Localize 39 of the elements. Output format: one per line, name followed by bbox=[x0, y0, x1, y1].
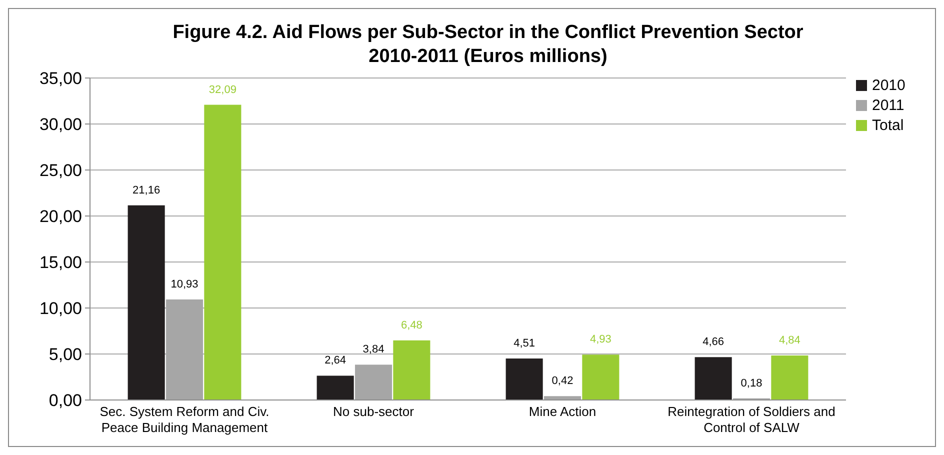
y-tick-label: 10,00 bbox=[39, 298, 82, 318]
y-tick-label: 5,00 bbox=[48, 344, 82, 364]
bar bbox=[506, 358, 543, 400]
data-label: 3,84 bbox=[362, 344, 384, 356]
y-tick-label: 20,00 bbox=[39, 206, 82, 226]
data-label: 4,66 bbox=[702, 336, 724, 348]
data-label: 0,42 bbox=[552, 375, 574, 388]
y-tick-label: 15,00 bbox=[39, 252, 82, 272]
bar bbox=[354, 364, 392, 400]
bar bbox=[582, 354, 620, 400]
bar bbox=[128, 205, 165, 400]
bar bbox=[204, 104, 242, 400]
x-tick-label: Reintegration of Soldiers and Control of SALW bbox=[668, 404, 836, 435]
y-tick-label: 35,00 bbox=[39, 68, 82, 88]
bar bbox=[694, 357, 732, 400]
chart-title: Figure 4.2. Aid Flows per Sub-Sector in the Conflict Prevention Sector 2010-2011 (Euros millions) bbox=[172, 22, 804, 67]
bar bbox=[544, 396, 582, 400]
x-tick-label: No sub-sector bbox=[333, 404, 415, 419]
data-label: 10,93 bbox=[170, 278, 198, 290]
data-label: 4,84 bbox=[778, 334, 800, 346]
x-tick-label: Sec. System Reform and Civ. Peace Building Management bbox=[100, 404, 270, 435]
data-label: 32,09 bbox=[208, 84, 236, 96]
data-label: 21,16 bbox=[132, 184, 160, 196]
legend-label: Total bbox=[872, 117, 904, 134]
data-label: 4,93 bbox=[590, 334, 612, 346]
legend-label: 2011 bbox=[872, 97, 904, 114]
y-tick-label: 30,00 bbox=[39, 114, 82, 134]
bar bbox=[771, 355, 808, 400]
y-tick-label: 0,00 bbox=[48, 390, 82, 410]
data-label: 2,64 bbox=[324, 354, 346, 367]
data-label: 4,51 bbox=[514, 338, 536, 350]
bar bbox=[166, 299, 204, 400]
data-label: 0,18 bbox=[740, 377, 762, 390]
legend-label: 2010 bbox=[872, 77, 906, 94]
bar bbox=[316, 376, 354, 400]
data-label: 6,48 bbox=[400, 319, 422, 332]
bar bbox=[393, 340, 430, 400]
y-tick-label: 25,00 bbox=[39, 160, 82, 180]
x-tick-label: Mine Action bbox=[528, 404, 596, 419]
